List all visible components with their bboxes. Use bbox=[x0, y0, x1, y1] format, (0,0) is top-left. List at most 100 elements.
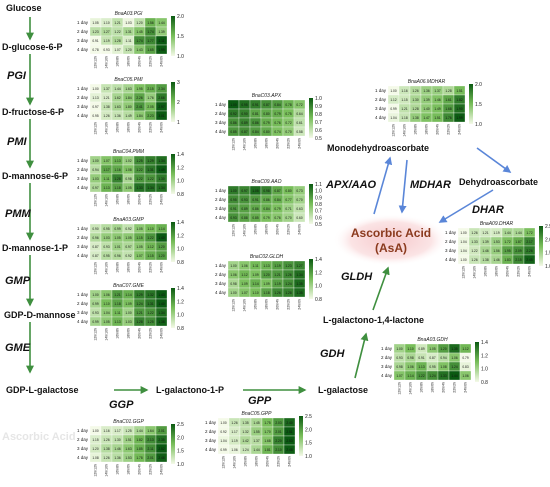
heatmap-scale-tick: 1.0 bbox=[177, 462, 184, 468]
heatmap-cell-value: 2.45 bbox=[526, 258, 532, 262]
heatmap-col-label: 12h/12h bbox=[94, 464, 98, 477]
heatmap-cell-value: 1.40 bbox=[423, 107, 429, 111]
heatmap-cell-value: 1.07 bbox=[136, 254, 142, 258]
heatmap-cell-value: 1.08 bbox=[92, 456, 98, 460]
heatmap-col-label: 14h/10h bbox=[105, 194, 109, 207]
heatmap-col-label: 16h/8h bbox=[116, 328, 120, 339]
heatmap-row-label: 2 day bbox=[375, 97, 387, 102]
heatmap-scale-tick: 0.5 bbox=[315, 222, 322, 228]
heatmap-scale-tick: 0.8 bbox=[177, 192, 184, 198]
heatmap-scale-tick: 1.2 bbox=[177, 233, 184, 239]
heatmap-cell-value: 1.07 bbox=[103, 159, 109, 163]
node-fructose-6-p: D-fructose-6-P bbox=[2, 107, 64, 117]
heatmap-cell-value: 1.47 bbox=[423, 116, 429, 120]
heatmap-cell-value: 1.32 bbox=[147, 293, 153, 297]
heatmap-cell bbox=[155, 250, 168, 261]
heatmap-cell-value: 1.10 bbox=[147, 227, 153, 231]
heatmap-cell-value: 1.04 bbox=[460, 240, 466, 244]
heatmap-cell-value: 1.42 bbox=[242, 439, 248, 443]
heatmap-cell-value: 0.90 bbox=[241, 112, 247, 116]
heatmap-cell-value: 1.22 bbox=[136, 168, 142, 172]
heatmap-cell-value: 0.84 bbox=[252, 130, 258, 134]
heatmap-cell-value: 1.28 bbox=[445, 89, 451, 93]
heatmap-cell-value: 2.51 bbox=[286, 430, 292, 434]
heatmap-cell-value: 1.28 bbox=[136, 320, 142, 324]
heatmap-col-label: 12h/12h bbox=[94, 194, 98, 207]
heatmap-cell-value: 1.65 bbox=[147, 48, 153, 52]
heatmap-cell-value: 1.38 bbox=[412, 116, 418, 120]
heatmap-col-label: 14h/10h bbox=[473, 266, 477, 279]
heatmap-row-label: 3 day bbox=[205, 438, 217, 443]
heatmap-cell-value: 0.93 bbox=[92, 311, 98, 315]
heatmap-col-label: 12h/12h bbox=[94, 328, 98, 341]
heatmap-cell-value: 1.95 bbox=[136, 87, 142, 91]
heatmap-cell-value: 1.20 bbox=[158, 254, 164, 258]
heatmap-cell-value: 1.19 bbox=[103, 39, 109, 43]
heatmap-row-label: 4 day bbox=[77, 253, 89, 258]
heatmap-cell-value: 0.79 bbox=[462, 356, 468, 360]
heatmap-scale-tick: 2.5 bbox=[305, 414, 312, 420]
heatmap-title: BnaA06.MDHAR bbox=[408, 79, 446, 85]
heatmap-cell-value: 1.04 bbox=[390, 116, 396, 120]
heatmap-pgi: BnaA03.PGI 1 day 1.05 1.10 1.21 1.03 1.20 1.56 1… bbox=[77, 11, 184, 69]
heatmap-col-label: 18h/6h bbox=[265, 138, 269, 149]
heatmap-row-label: 1 day bbox=[205, 420, 217, 425]
heatmap-cell-value: 1.05 bbox=[125, 186, 131, 190]
heatmap-cell-value: 0.88 bbox=[241, 216, 247, 220]
heatmap-cell-value: 1.16 bbox=[401, 89, 407, 93]
heatmap-col-label: 20h/4h bbox=[138, 464, 142, 475]
heatmap-cell-value: 1.36 bbox=[423, 89, 429, 93]
heatmap-col-label: 20h/4h bbox=[276, 224, 280, 235]
heatmap-cell-value: 1.49 bbox=[158, 168, 164, 172]
heatmap-col-label: 12h/12h bbox=[94, 262, 98, 275]
heatmap-cell-value: 1.44 bbox=[158, 21, 164, 25]
heatmap-cell-value: 2.11 bbox=[159, 39, 165, 43]
heatmap-cell-value: 0.94 bbox=[440, 356, 446, 360]
heatmap-col-label: 12h/12h bbox=[232, 224, 236, 237]
heatmap-cell-value: 1.28 bbox=[114, 39, 120, 43]
heatmap-scale-bar bbox=[309, 98, 313, 138]
heatmap-cell-value: 0.96 bbox=[114, 254, 120, 258]
heatmap-title: BnaC07.GME bbox=[113, 283, 145, 289]
heatmap-col-label: 18h/6h bbox=[127, 328, 131, 339]
heatmap-cell-value: 1.46 bbox=[434, 98, 440, 102]
heatmap-cell-value: 1.49 bbox=[434, 107, 440, 111]
heatmap-cell-value: 0.85 bbox=[230, 130, 236, 134]
heatmap-cell-value: 1.46 bbox=[493, 258, 499, 262]
heatmap-cell-value: 0.84 bbox=[274, 103, 280, 107]
heatmap-cell-value: 1.09 bbox=[252, 273, 258, 277]
heatmap-row-label: 1 day bbox=[375, 88, 387, 93]
heatmap-cell-value: 1.22 bbox=[471, 249, 477, 253]
heatmap-scale-tick: 0.8 bbox=[315, 202, 322, 208]
heatmap-row-label: 2 day bbox=[77, 437, 89, 442]
heatmap-col-label: 24h/0h bbox=[160, 464, 164, 475]
heatmap-cell-value: 0.91 bbox=[418, 356, 424, 360]
heatmap-cell-value: 0.95 bbox=[241, 103, 247, 107]
heatmap-row-label: 4 day bbox=[381, 373, 393, 378]
heatmap-cell-value: 0.85 bbox=[252, 216, 258, 220]
heatmap-cell-value: 0.91 bbox=[230, 207, 236, 211]
heatmap-col-label: 22h/2h bbox=[277, 456, 281, 467]
heatmap-scale-bar bbox=[171, 424, 175, 464]
heatmap-cell-value: 0.91 bbox=[252, 103, 258, 107]
heatmap-scale-bar bbox=[539, 226, 543, 266]
heatmap-scale-tick: 1.0 bbox=[315, 189, 322, 195]
heatmap-scale-bar bbox=[475, 342, 479, 382]
heatmap-col-label: 18h/6h bbox=[431, 382, 435, 393]
heatmap-title: BnaC05.PMI bbox=[114, 77, 143, 83]
heatmap-cell-value: 0.86 bbox=[230, 121, 236, 125]
heatmap-title: BnaC04.PMM bbox=[113, 149, 145, 155]
heatmap-scale-tick: 1.0 bbox=[545, 264, 550, 270]
heatmap-scale-bar bbox=[309, 259, 313, 299]
heatmap-cell-value: 1.00 bbox=[220, 421, 226, 425]
heatmap-col-label: 24h/0h bbox=[464, 382, 468, 393]
heatmap-cell-value: 1.78 bbox=[136, 456, 142, 460]
heatmap-col-label: 14h/10h bbox=[243, 138, 247, 151]
heatmap-cell-value: 2.97 bbox=[158, 105, 164, 109]
heatmap-cell-value: 1.26 bbox=[471, 258, 477, 262]
heatmap-cell-value: 1.15 bbox=[92, 438, 98, 442]
heatmap-scale-bar bbox=[469, 84, 473, 124]
heatmap-cell-value: 0.87 bbox=[274, 189, 280, 193]
heatmap-cell-value: 0.97 bbox=[241, 189, 247, 193]
heatmap-cell-value: 1.04 bbox=[220, 439, 226, 443]
